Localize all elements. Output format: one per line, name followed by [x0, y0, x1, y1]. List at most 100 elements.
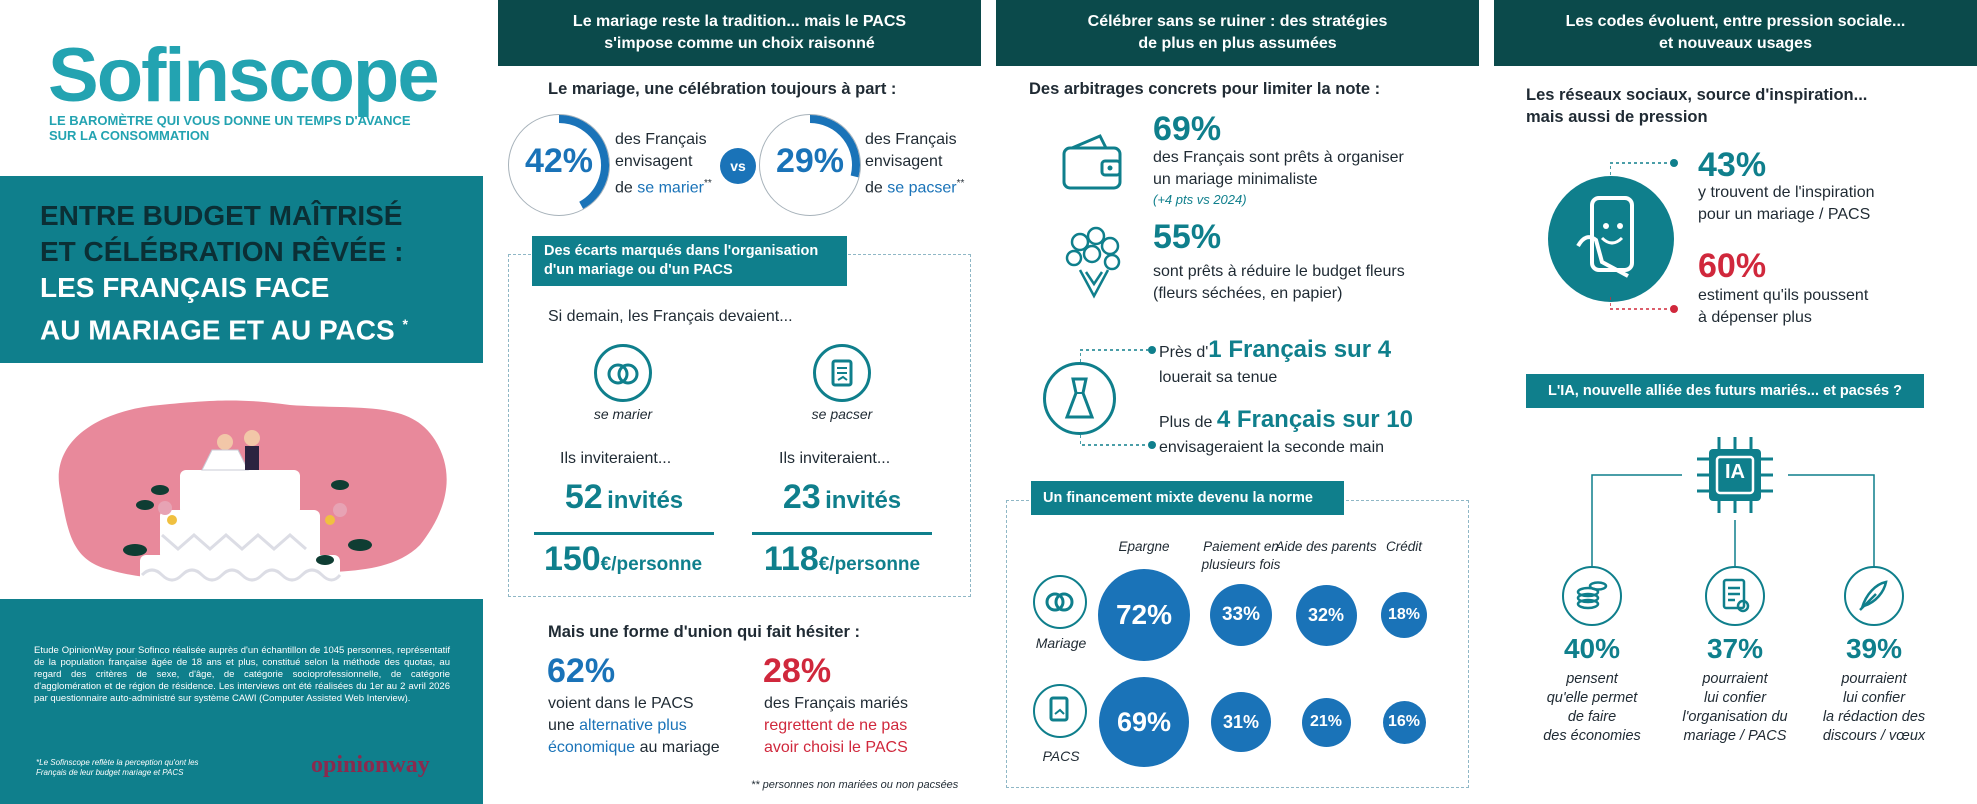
stat-29-arc [809, 115, 860, 178]
ai-stat-value-0: 40% [1563, 633, 1621, 664]
organisation-tag-line-1: Des écarts marqués dans l'organisation [544, 243, 819, 259]
marier-cost: 150€/personne [528, 540, 718, 579]
column-1-header-line-1: Le mariage reste la tradition... mais le… [572, 13, 907, 30]
marier-guests-unit: invités [607, 487, 684, 514]
title-line-2: ET CÉLÉBRATION RÊVÉE : [40, 236, 404, 267]
hesitation-subtitle: Mais une forme d'union qui fait hésiter … [548, 623, 860, 641]
ai-stat-value-2: 39% [1845, 633, 1903, 664]
stat-28-line-3: avoir choisi le PACS [764, 739, 908, 756]
ai-stat-0-line-2: qu'elle permet [1546, 690, 1638, 706]
stat-28-text: des Français mariés regrettent de ne pas… [764, 693, 908, 759]
stat-1-sur-4-line-2: louerait sa tenue [1159, 369, 1278, 386]
stat-42-highlight: se marier [637, 179, 704, 197]
stat-4-sur-10-value: 4 Français sur 10 [1216, 406, 1413, 433]
fin-value-0-0: 72% [1098, 569, 1190, 661]
logo-tagline: LE BAROMÈTRE QUI VOUS DONNE UN TEMPS D'A… [49, 113, 469, 143]
methodology-text: Etude OpinionWay pour Sofinco réalisée a… [34, 645, 450, 704]
ai-chip-label: IA [1725, 461, 1745, 483]
column-3-header-line-1: Les codes évoluent, entre pression socia… [1565, 13, 1906, 30]
tagline-line-2: SUR LA CONSOMMATION [49, 128, 210, 143]
pacser-invite-label: Ils inviteraient... [779, 450, 891, 467]
stat-62-line-2-prefix: une [548, 717, 580, 734]
fin-header-2: Aide des parents [1275, 539, 1377, 554]
stat-1-sur-4: Près d'1 Français sur 4 louerait sa tenu… [1159, 336, 1391, 389]
coins-icon [1562, 566, 1622, 626]
marier-cost-unit: €/personne [600, 554, 703, 575]
stat-4-sur-10: Plus de 4 Français sur 10 envisageraient… [1159, 406, 1413, 459]
title-band: ENTRE BUDGET MAÎTRISÉ ET CÉLÉBRATION RÊV… [0, 176, 483, 363]
stat-43-line-1: y trouvent de l'inspiration [1698, 184, 1875, 201]
pacser-label: se pacser [811, 406, 873, 422]
ai-stat-2-line-2: lui confier [1842, 690, 1906, 706]
stat-4-sur-10-line-2: envisageraient la seconde main [1159, 439, 1385, 456]
social-connector-lines [1610, 159, 1678, 313]
checklist-icon [1705, 566, 1765, 626]
stat-28-line-2: regrettent de ne pas [764, 717, 908, 734]
marier-invite-label: Ils inviteraient... [560, 450, 672, 467]
column-3-header-line-2: et nouveaux usages [1659, 35, 1812, 52]
stat-55-line-1: sont prêts à réduire le budget fleurs [1153, 263, 1405, 280]
title-line-3: LES FRANÇAIS FACE [40, 272, 330, 303]
stat-62-line-2: une alternative plus [548, 715, 720, 737]
pacser-cost-value: 118 [763, 540, 819, 578]
ai-stat-0-line-3: de faire [1567, 709, 1617, 725]
stat-62-highlight-2: économique [548, 739, 636, 756]
column-1-header-line-2: s'impose comme un choix raisonné [604, 35, 875, 52]
stat-62-value: 62% [547, 652, 616, 690]
ai-stat-1-line-3: l'organisation du [1682, 709, 1788, 725]
ai-stat-2-line-3: la rédaction des [1822, 709, 1926, 725]
fin-value-0-3: 18% [1381, 592, 1427, 638]
stat-62-line-3-suffix: au mariage [635, 739, 720, 756]
organisation-tag: Des écarts marqués dans l'organisation d… [532, 236, 847, 286]
stat-42-line-2: envisagent [615, 153, 693, 170]
vs-badge: vs [720, 148, 756, 184]
sofinscope-logo: Sofinscope [48, 33, 440, 118]
marier-guests: 52 invités [534, 478, 714, 535]
stat-4-sur-10-prefix: Plus de [1159, 414, 1217, 431]
left-panel: Sofinscope LE BAROMÈTRE QUI VOUS DONNE U… [0, 0, 483, 804]
stat-55-text: sont prêts à réduire le budget fleurs (f… [1153, 261, 1405, 305]
stat-29-line-2: envisagent [865, 153, 943, 170]
pacser-cost: 118€/personne [747, 540, 937, 579]
fin-value-0-2: 32% [1295, 584, 1357, 646]
fin-row-label-mariage: Mariage [1035, 635, 1087, 651]
stat-42-line-3-prefix: de [615, 179, 638, 197]
dress-connector-lines [1080, 346, 1156, 449]
pacser-guests: 23 invités [752, 478, 932, 535]
title-line-4-text: AU MARIAGE ET AU PACS [40, 314, 395, 346]
stat-60-value: 60% [1698, 247, 1767, 285]
stat-69-value: 69% [1153, 110, 1222, 148]
stat-29-line-1: des Français [865, 131, 957, 148]
column-1-header: Le mariage reste la tradition... mais le… [498, 0, 981, 66]
col3-subtitle-line-2: mais aussi de pression [1526, 108, 1708, 126]
fin-value-1-0: 69% [1099, 677, 1189, 767]
organisation-tag-line-2: d'un mariage ou d'un PACS [544, 262, 733, 278]
fin-header-0: Epargne [1118, 539, 1170, 554]
marier-guests-value: 52 [564, 478, 603, 516]
title-line-1: ENTRE BUDGET MAÎTRISÉ [40, 200, 403, 231]
title-star: * [402, 316, 408, 332]
pacser-guests-value: 23 [782, 478, 821, 516]
ai-stat-2-line-4: discours / vœux [1822, 728, 1926, 744]
stat-42-value: 42% [524, 142, 594, 180]
stat-29-value: 29% [775, 142, 845, 180]
stat-69-line-1: des Français sont prêts à organiser [1153, 149, 1404, 166]
title-line-4: AU MARIAGE ET AU PACS * [40, 306, 443, 348]
wallet-icon [1062, 134, 1122, 190]
ai-stat-1-line-2: lui confier [1703, 690, 1767, 706]
stat-60-text: estiment qu'ils poussent à dépenser plus [1698, 285, 1868, 329]
stat-62-line-3: économique au mariage [548, 737, 720, 759]
dress-icon [1043, 362, 1116, 435]
ai-stat-0-line-4: des économies [1543, 728, 1641, 744]
stat-55-value: 55% [1153, 218, 1222, 256]
stat-62-line-1: voient dans le PACS [548, 695, 694, 712]
ai-connector-lines [1591, 474, 1875, 567]
stat-28-line-1: des Français mariés [764, 695, 909, 712]
col3-subtitle: Les réseaux sociaux, source d'inspiratio… [1526, 84, 1867, 128]
rings-icon [594, 344, 652, 402]
pacser-cost-unit: €/personne [818, 554, 921, 575]
stat-62-text: voient dans le PACS une alternative plus… [548, 693, 720, 759]
stat-62-highlight-1: alternative plus [579, 717, 687, 734]
pacs-contract-icon [1033, 684, 1087, 738]
smartphone-hand-icon [1548, 176, 1674, 302]
